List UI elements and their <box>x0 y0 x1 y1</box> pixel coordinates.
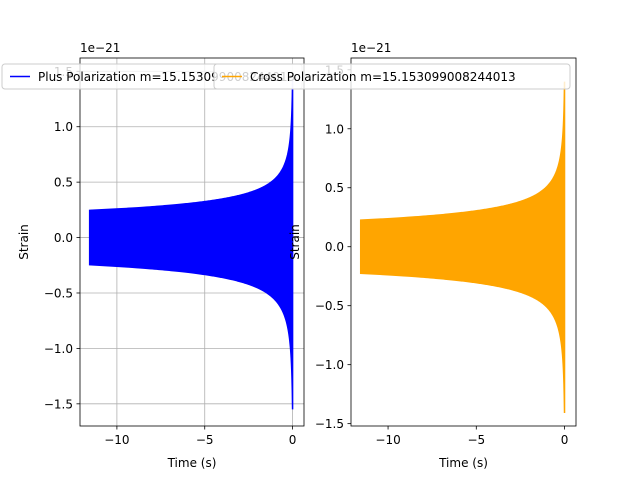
axes-frame <box>350 57 577 427</box>
y-tick-label: −1.0 <box>315 358 344 372</box>
y-offset-text: 1e−21 <box>80 41 120 55</box>
legend: Cross Polarization m=15.153099008244013 <box>213 63 571 90</box>
y-tick-label: 0.5 <box>325 181 344 195</box>
y-tick-label: −0.5 <box>315 299 344 313</box>
panels: −10−50−1.5−1.0−0.50.00.51.01.51e−21Time … <box>1 41 577 470</box>
series-line-1 <box>359 81 566 414</box>
y-tick-label: 0.5 <box>54 176 73 190</box>
x-tick-label: −10 <box>375 433 400 447</box>
x-tick-label: −5 <box>467 433 485 447</box>
x-axis-label: Time (s) <box>438 456 488 470</box>
axes-frame <box>79 57 305 427</box>
x-tick-label: 0 <box>561 433 569 447</box>
legend-label: Cross Polarization m=15.153099008244013 <box>250 70 516 84</box>
y-axis-label: Strain <box>288 224 302 260</box>
x-tick-label: 0 <box>289 433 297 447</box>
x-axis-label: Time (s) <box>167 456 217 470</box>
y-axis-label: Strain <box>17 224 31 260</box>
y-tick-label: −1.5 <box>315 417 344 431</box>
y-tick-label: 1.0 <box>54 120 73 134</box>
series-line-1 <box>88 80 294 410</box>
y-tick-label: −1.0 <box>44 342 73 356</box>
y-tick-label: 0.0 <box>54 231 73 245</box>
y-offset-text: 1e−21 <box>351 41 391 55</box>
y-tick-label: −1.5 <box>44 397 73 411</box>
y-tick-label: 0.0 <box>325 240 344 254</box>
y-tick-label: −0.5 <box>44 286 73 300</box>
y-tick-label: 1.0 <box>325 122 344 136</box>
x-tick-label: −10 <box>104 433 129 447</box>
x-tick-label: −5 <box>196 433 214 447</box>
legend-frame <box>213 63 571 90</box>
chart-panel-2: −10−50−1.5−1.0−0.50.00.51.01.51e−21Time … <box>213 41 577 470</box>
